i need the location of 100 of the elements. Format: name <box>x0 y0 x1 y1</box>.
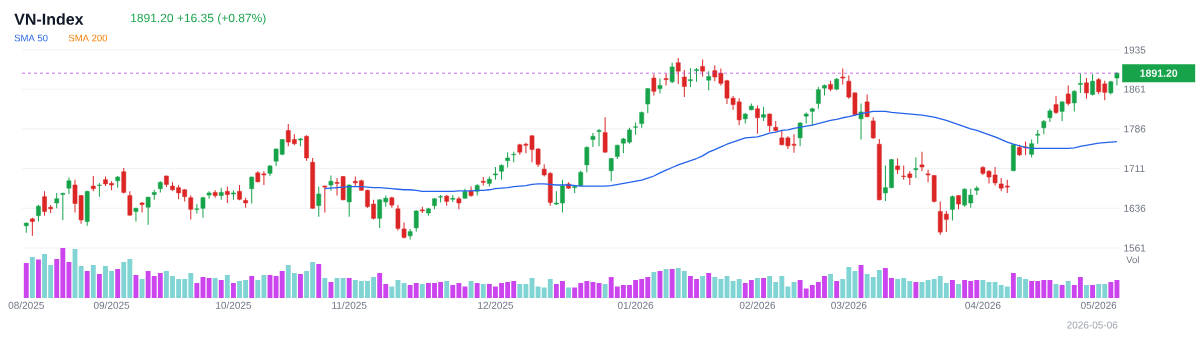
candlestick <box>870 116 876 140</box>
bar <box>566 287 571 298</box>
candlestick <box>316 186 322 218</box>
x-tick-label: 08/2025 <box>8 301 44 309</box>
bar <box>706 273 712 298</box>
bar <box>949 280 955 298</box>
bar <box>36 259 41 298</box>
x-tick-label: 12/2025 <box>478 301 514 309</box>
bar <box>78 266 84 298</box>
candlestick <box>645 87 651 114</box>
x-tick-label: 04/2026 <box>965 301 1001 309</box>
text: SMA 50 <box>14 34 48 42</box>
y-tick-label: 1935 <box>1124 46 1146 54</box>
bar <box>468 281 474 298</box>
candlestick <box>797 121 803 147</box>
bar <box>389 286 395 298</box>
bar <box>474 283 480 298</box>
candlestick <box>919 151 925 172</box>
bar <box>828 274 833 298</box>
bar <box>328 282 334 298</box>
bar <box>84 271 90 298</box>
y-tick-label: 1636 <box>1124 204 1146 212</box>
x-tick-label: 09/2025 <box>93 301 130 309</box>
candlestick <box>206 190 212 200</box>
bar <box>298 274 303 298</box>
candlestick <box>657 78 663 94</box>
x-tick-label: 10/2025 <box>216 301 252 309</box>
candlestick <box>755 105 760 135</box>
candlestick <box>682 69 687 98</box>
bar <box>346 278 352 298</box>
bar <box>602 284 608 298</box>
bar <box>322 278 328 298</box>
bar <box>669 269 675 298</box>
candlestick <box>249 176 255 205</box>
candlestick <box>950 195 955 221</box>
x-tick-label: 02/2026 <box>739 301 776 309</box>
bar <box>913 282 919 298</box>
candlestick <box>1090 73 1095 97</box>
bar <box>115 269 121 298</box>
text: 2026-05-06 <box>1067 321 1118 329</box>
bar <box>444 281 450 298</box>
candlestick <box>413 209 419 233</box>
chart-subtitle: 1891.20 +16.35 (+0.87%) <box>131 13 266 25</box>
candlestick <box>688 67 693 88</box>
bar <box>651 272 657 298</box>
y-axis-title: Vol <box>1126 256 1139 264</box>
x-tick-label: 11/2025 <box>332 301 367 309</box>
candlestick <box>1059 100 1065 122</box>
candlestick <box>133 207 139 223</box>
bar <box>1010 273 1016 298</box>
bar <box>249 276 255 298</box>
candlestick <box>816 86 821 110</box>
bar <box>231 283 236 298</box>
bar <box>218 280 224 298</box>
candlestick <box>858 102 864 140</box>
ref-line-label: 1891.20 <box>1140 69 1178 77</box>
bar <box>194 283 200 298</box>
bar <box>419 284 425 298</box>
bar <box>1090 285 1096 298</box>
y-tick-label: 1861 <box>1124 85 1146 93</box>
bar <box>23 263 29 298</box>
candlestick <box>1084 77 1089 100</box>
candlestick <box>663 73 669 86</box>
bar <box>90 265 96 298</box>
bar <box>480 284 486 298</box>
chart-title: VN-Index <box>14 13 84 25</box>
candlestick <box>596 128 602 147</box>
bar <box>1108 282 1114 298</box>
x-tick-label: 05/2026 <box>1080 301 1117 309</box>
candlestick <box>1114 71 1120 86</box>
bar <box>980 280 986 298</box>
candlestick <box>1065 84 1071 107</box>
y-tick-label: 1786 <box>1124 125 1146 133</box>
candlestick <box>139 201 145 214</box>
candlestick <box>346 183 352 218</box>
candlestick <box>328 174 334 192</box>
candlestick <box>651 73 657 97</box>
x-tick-label: 01/2026 <box>617 301 654 309</box>
candlestick <box>1071 89 1077 112</box>
bar <box>340 278 346 298</box>
candlestick <box>456 196 462 210</box>
candlestick <box>322 185 328 214</box>
bar <box>1084 285 1089 298</box>
bar <box>755 278 760 298</box>
candlestick <box>188 195 194 220</box>
bar <box>29 257 35 298</box>
bar <box>834 281 840 298</box>
candlestick <box>602 116 608 154</box>
bar <box>316 264 322 298</box>
candlestick <box>675 57 681 85</box>
candlestick <box>145 196 151 226</box>
bar <box>956 284 961 298</box>
candlestick <box>584 145 590 173</box>
candlestick <box>127 190 133 217</box>
candlestick <box>608 157 614 182</box>
candlestick <box>706 70 712 91</box>
bar <box>700 276 706 298</box>
bar <box>212 278 218 298</box>
candlestick <box>407 228 413 241</box>
bar <box>96 274 102 298</box>
